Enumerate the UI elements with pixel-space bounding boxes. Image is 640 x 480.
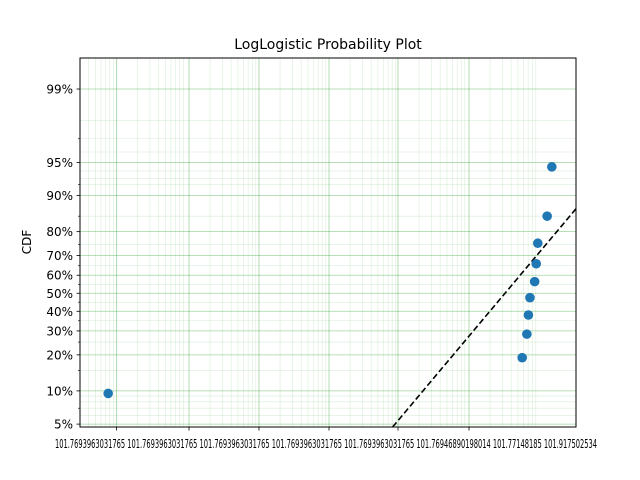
y-axis-label: CDF [20, 230, 34, 255]
data-point [525, 292, 535, 303]
x-axis-tick-labels: 101.7693963031765 101.7693963031765 101.… [55, 437, 597, 451]
y-tick-label: 40% [46, 305, 73, 319]
data-point [522, 329, 532, 339]
y-tick-label: 99% [46, 83, 73, 97]
data-point [517, 352, 527, 363]
y-tick-label: 90% [46, 189, 73, 203]
y-axis-ticks: 5% 10% 20% 30% 40% 50% 60% 70% 80% 90% 95% 99% [46, 83, 470, 432]
y-tick-label: 60% [46, 269, 73, 283]
data-points [103, 162, 557, 399]
data-point [103, 388, 113, 399]
chart-title: LogLogistic Probability Plot [234, 37, 422, 53]
y-tick-label: 80% [46, 225, 73, 239]
data-point [523, 310, 534, 320]
data-point [532, 238, 543, 249]
data-point [542, 211, 552, 221]
y-tick-label: 70% [46, 249, 73, 263]
plot-area-frame [79, 57, 577, 428]
grid [80, 58, 576, 427]
fit-line-layer [392, 208, 577, 428]
y-tick-label: 50% [46, 287, 73, 301]
y-tick-label: 10% [46, 384, 73, 398]
y-tick-label: 20% [46, 348, 73, 362]
fit-line [392, 208, 577, 428]
y-tick-label: 95% [46, 156, 73, 170]
y-tick-label: 30% [46, 324, 73, 338]
data-point [547, 162, 557, 172]
data-point [529, 276, 540, 287]
data-point [531, 258, 542, 269]
y-tick-label: 5% [54, 418, 73, 432]
